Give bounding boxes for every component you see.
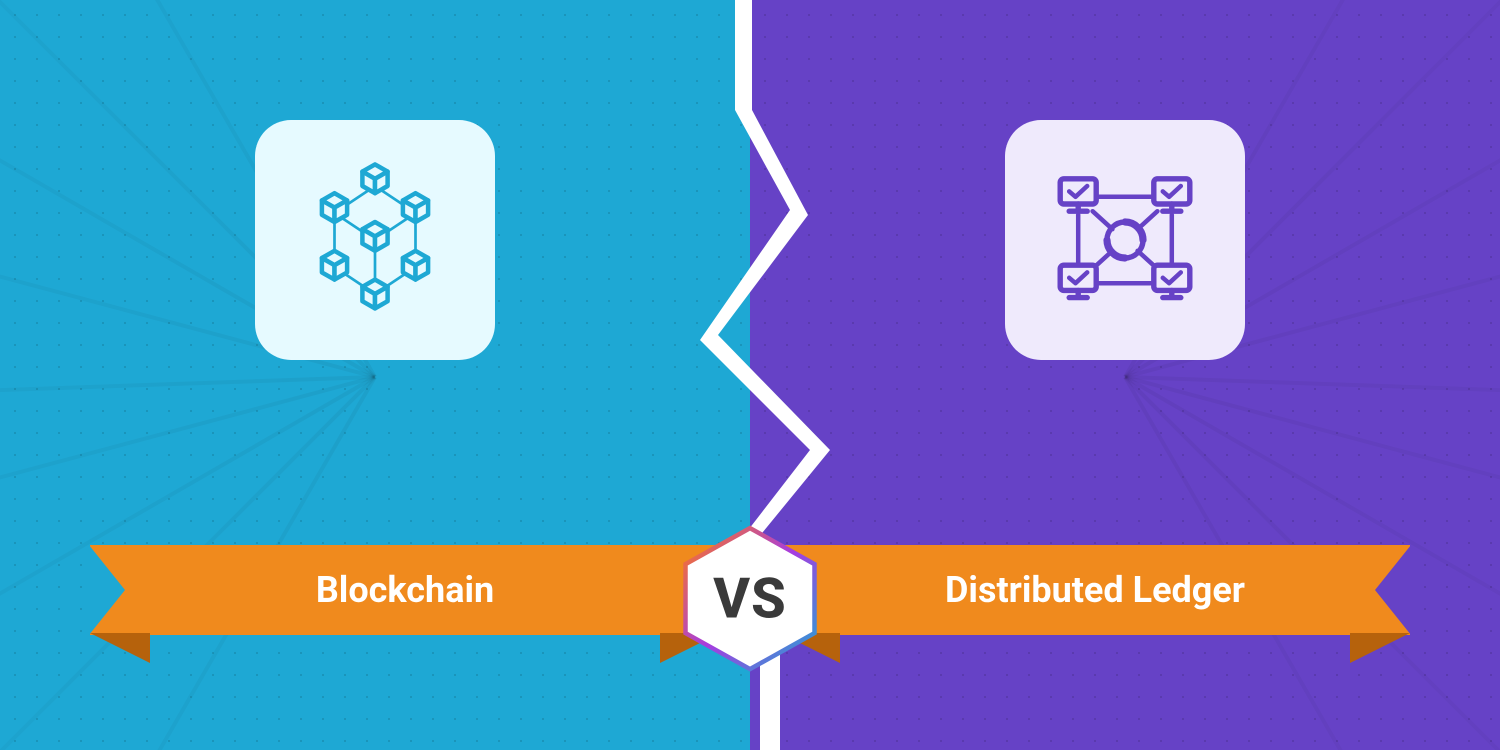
right-icon-card [1005, 120, 1245, 360]
ribbon-left: Blockchain [90, 545, 720, 635]
ribbon-fold [1350, 633, 1410, 663]
ribbon-fold [90, 633, 150, 663]
left-icon-card [255, 120, 495, 360]
ribbon-banner: Blockchain Distributed Ledger VS [0, 545, 1500, 665]
distributed-network-icon [1035, 150, 1215, 330]
right-label: Distributed Ledger [945, 569, 1245, 611]
vs-label: VS [713, 566, 787, 632]
ribbon-right: Distributed Ledger [780, 545, 1410, 635]
blockchain-cubes-icon [285, 150, 465, 330]
vs-badge: VS [670, 519, 830, 679]
vs-infographic: Blockchain Distributed Ledger VS [0, 0, 1500, 750]
left-label: Blockchain [316, 569, 494, 611]
